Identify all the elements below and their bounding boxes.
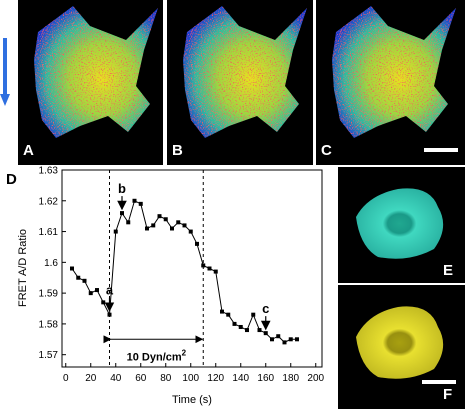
x-tick-label: 200	[307, 373, 324, 384]
panel-a: A	[18, 0, 163, 165]
data-point	[107, 312, 112, 317]
data-point	[201, 263, 206, 268]
data-line	[71, 200, 297, 343]
data-point	[182, 223, 187, 228]
data-point	[176, 220, 181, 225]
annotation-label: c	[262, 301, 269, 316]
y-tick-label: 1.62	[39, 196, 59, 207]
data-point	[213, 269, 218, 274]
data-point	[70, 266, 74, 271]
data-point	[232, 321, 237, 326]
data-point	[170, 226, 174, 231]
data-point	[288, 337, 293, 342]
data-point	[195, 241, 199, 246]
data-point	[263, 331, 268, 336]
shear-label: 10 Dyn/cm2	[127, 348, 187, 363]
y-tick-label: 1.61	[39, 227, 59, 238]
panel-label: F	[443, 386, 452, 403]
panel-label: B	[172, 142, 183, 159]
scale-bar	[422, 380, 456, 384]
data-point	[132, 198, 137, 203]
flow-arrow-head	[0, 94, 10, 106]
data-point	[76, 275, 81, 280]
panel-f: F	[338, 285, 465, 409]
data-point	[151, 223, 156, 228]
data-point	[207, 266, 212, 271]
x-tick-label: 100	[182, 373, 199, 384]
x-tick-label: 60	[135, 373, 147, 384]
y-tick-label: 1.6	[44, 258, 58, 269]
data-point	[138, 201, 143, 206]
panel-e: E	[338, 167, 465, 283]
annotation-label: b	[118, 181, 126, 196]
data-point	[295, 337, 299, 342]
data-point	[245, 328, 249, 333]
y-tick-label: 1.58	[39, 319, 59, 330]
x-tick-label: 0	[63, 373, 69, 384]
data-point	[82, 278, 87, 283]
data-point	[251, 312, 256, 317]
panel-b: B	[167, 0, 313, 165]
x-tick-label: 40	[110, 373, 122, 384]
y-axis-label: FRET A/D Ratio	[17, 229, 29, 307]
scale-bar	[424, 148, 458, 152]
annotation-label: a	[106, 283, 114, 298]
x-tick-label: 120	[207, 373, 224, 384]
data-point	[257, 328, 262, 333]
data-point	[101, 300, 106, 305]
data-point	[120, 211, 124, 216]
data-point	[126, 220, 131, 225]
panel-label: D	[6, 171, 17, 188]
x-tick-label: 80	[160, 373, 172, 384]
panel-label: C	[321, 142, 332, 159]
shear-label-sup: 2	[182, 348, 187, 357]
x-tick-label: 180	[282, 373, 299, 384]
panel-label: A	[23, 142, 34, 159]
y-tick-label: 1.63	[39, 166, 59, 177]
panel-c: C	[316, 0, 465, 165]
data-point	[113, 229, 118, 234]
data-point	[88, 291, 93, 296]
data-point	[163, 217, 168, 222]
y-tick-label: 1.59	[39, 289, 59, 300]
x-tick-label: 20	[85, 373, 97, 384]
x-axis-label: Time (s)	[172, 394, 212, 406]
data-point	[145, 226, 149, 231]
data-point	[270, 337, 274, 342]
data-point	[276, 334, 281, 339]
y-tick-label: 1.57	[39, 350, 59, 361]
data-point	[220, 309, 224, 314]
x-tick-label: 140	[232, 373, 249, 384]
x-tick-label: 160	[257, 373, 274, 384]
shear-label-text: 10 Dyn/cm	[127, 351, 182, 363]
data-point	[157, 214, 162, 219]
data-point	[282, 340, 287, 345]
data-point	[188, 229, 193, 234]
plot-frame	[61, 169, 323, 368]
data-point	[226, 312, 231, 317]
data-point	[238, 324, 243, 329]
data-point	[95, 288, 99, 293]
panel-label: E	[443, 262, 453, 279]
